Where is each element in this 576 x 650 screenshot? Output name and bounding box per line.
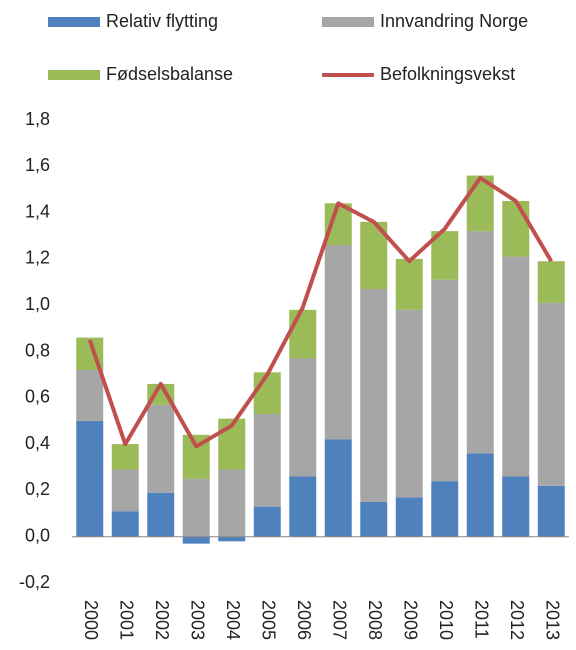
bar (111, 511, 139, 537)
y-tick-label: 1,2 (25, 248, 50, 268)
bar (76, 420, 104, 537)
x-tick-label: 2009 (401, 600, 421, 640)
bar (502, 256, 530, 477)
x-tick-label: 2001 (117, 600, 137, 640)
y-tick-label: 1,4 (25, 201, 50, 221)
bar (147, 492, 175, 537)
y-tick-label: 0,0 (25, 525, 50, 545)
bar (218, 469, 246, 537)
x-tick-label: 2002 (152, 600, 172, 640)
bar (537, 485, 565, 537)
bar (76, 370, 104, 421)
bar (253, 414, 281, 507)
bar (395, 497, 423, 537)
bar (324, 245, 352, 440)
legend-label: Innvandring Norge (380, 11, 528, 31)
bar (324, 439, 352, 537)
x-tick-label: 2007 (330, 600, 350, 640)
y-tick-label: 0,2 (25, 479, 50, 499)
bar (182, 536, 210, 544)
bar (537, 261, 565, 303)
bar (289, 476, 317, 537)
y-tick-label: 1,6 (25, 155, 50, 175)
bar (502, 476, 530, 537)
legend-label: Relativ flytting (106, 11, 218, 31)
x-tick-label: 2003 (188, 600, 208, 640)
bar (111, 469, 139, 512)
bar (537, 302, 565, 486)
legend-swatch (48, 70, 100, 80)
x-tick-label: 2012 (507, 600, 527, 640)
bar (360, 501, 388, 537)
bar (289, 358, 317, 477)
x-tick-label: 2013 (543, 600, 563, 640)
legend-label: Fødselsbalanse (106, 64, 233, 84)
legend-swatch (322, 17, 374, 27)
y-tick-label: 0,8 (25, 340, 50, 360)
bar (289, 309, 317, 359)
bar (395, 258, 423, 310)
x-tick-label: 2011 (472, 600, 492, 639)
bar (431, 481, 459, 537)
y-tick-label: 1,0 (25, 294, 50, 314)
bar (431, 279, 459, 482)
x-tick-label: 2000 (81, 600, 101, 640)
bar (360, 288, 388, 502)
x-tick-label: 2004 (223, 600, 243, 640)
legend-swatch (48, 17, 100, 27)
bar (182, 478, 210, 537)
x-tick-label: 2010 (436, 600, 456, 640)
bar (111, 444, 139, 470)
x-tick-label: 2008 (365, 600, 385, 640)
bar (466, 453, 494, 537)
x-tick-label: 2006 (294, 600, 314, 640)
y-tick-label: 1,8 (25, 109, 50, 129)
y-tick-label: 0,4 (25, 433, 50, 453)
bar (466, 231, 494, 454)
bar (502, 201, 530, 257)
y-tick-label: -0,2 (19, 572, 50, 592)
bar (147, 404, 175, 493)
legend-label: Befolkningsvekst (380, 64, 515, 84)
bar (218, 536, 246, 542)
line (87, 175, 553, 449)
bar (253, 372, 281, 415)
bar (253, 506, 281, 537)
x-tick-label: 2005 (259, 600, 279, 640)
y-tick-label: 0,6 (25, 387, 50, 407)
bar (395, 309, 423, 498)
